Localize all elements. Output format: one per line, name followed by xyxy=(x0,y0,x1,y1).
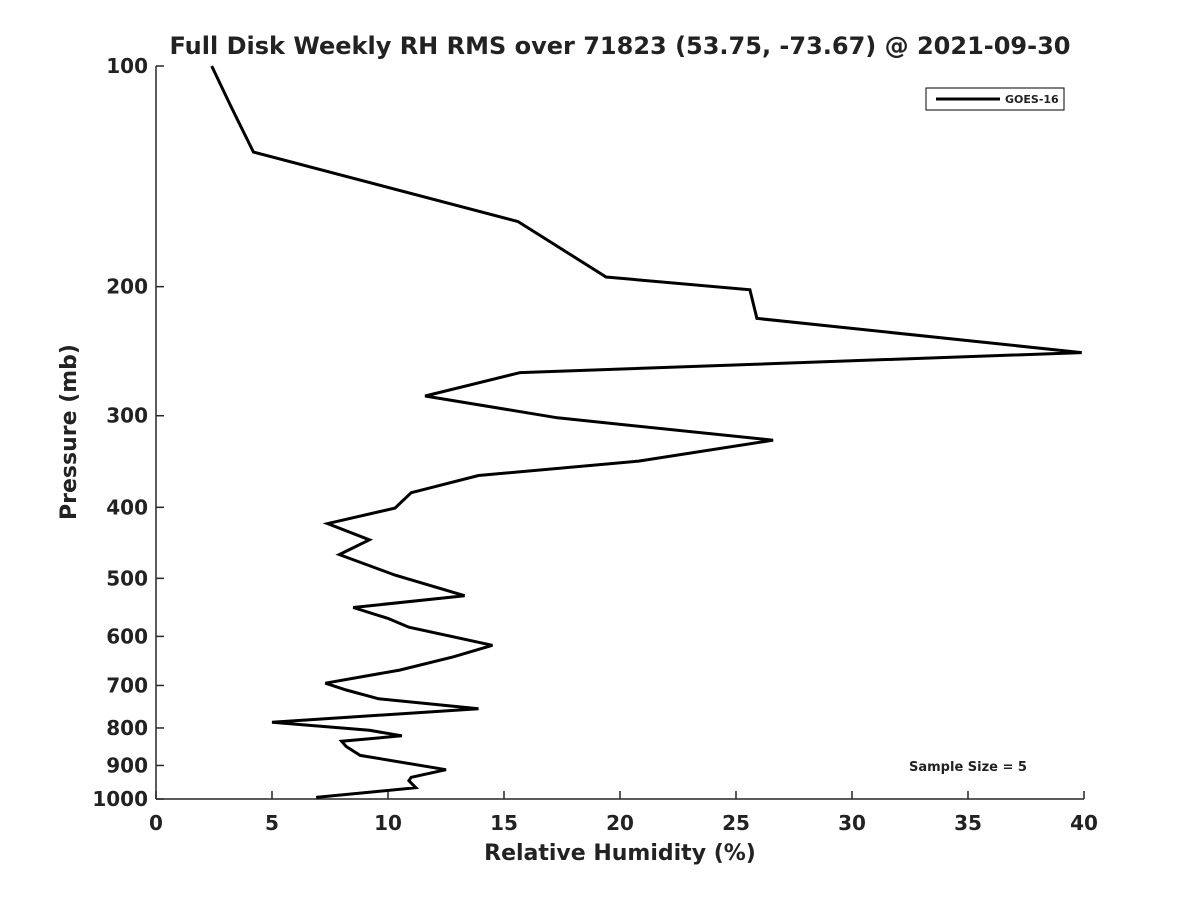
y-tick-label: 400 xyxy=(106,495,148,519)
y-axis-label: Pressure (mb) xyxy=(57,344,82,520)
x-tick-label: 30 xyxy=(838,811,866,835)
sample-size-annotation: Sample Size = 5 xyxy=(909,760,1027,775)
x-tick-label: 10 xyxy=(374,811,402,835)
y-tick-label: 500 xyxy=(106,566,148,590)
legend: GOES-16 xyxy=(925,87,1065,111)
y-tick-label: 700 xyxy=(106,673,148,697)
x-tick-label: 25 xyxy=(722,811,750,835)
x-tick-label: 15 xyxy=(490,811,518,835)
y-tick-label: 100 xyxy=(106,54,148,78)
y-ticks: 100 200 300 400 500 600 700 800 900 1000 xyxy=(92,54,164,811)
y-tick-label: 200 xyxy=(106,275,148,299)
x-axis-label: Relative Humidity (%) xyxy=(484,841,756,866)
y-tick-label: 900 xyxy=(106,753,148,777)
legend-entry: GOES-16 xyxy=(1005,93,1059,106)
x-tick-label: 20 xyxy=(606,811,634,835)
x-tick-label: 5 xyxy=(265,811,279,835)
chart-title: Full Disk Weekly RH RMS over 71823 (53.7… xyxy=(169,32,1070,60)
y-tick-label: 300 xyxy=(106,404,148,428)
y-tick-label: 1000 xyxy=(92,787,148,811)
y-tick-label: 600 xyxy=(106,624,148,648)
x-tick-label: 40 xyxy=(1070,811,1098,835)
x-ticks: 0 5 10 15 20 25 30 35 40 xyxy=(149,791,1098,835)
x-tick-label: 0 xyxy=(149,811,163,835)
x-tick-label: 35 xyxy=(954,811,982,835)
y-tick-label: 800 xyxy=(106,716,148,740)
series-line-goes-16 xyxy=(210,65,1082,799)
